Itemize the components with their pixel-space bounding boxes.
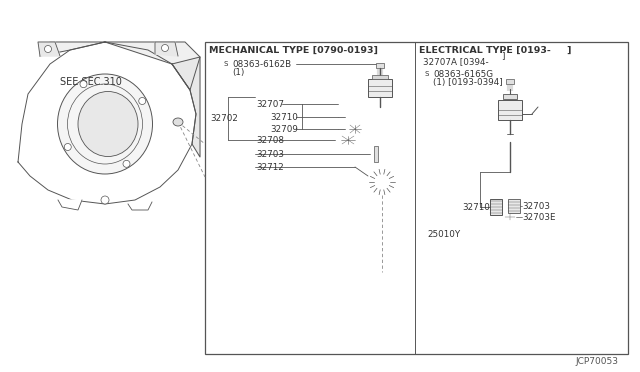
Text: ]: ] (501, 51, 504, 60)
Bar (490, 199, 502, 215)
Text: 32703: 32703 (256, 150, 284, 158)
Ellipse shape (58, 74, 152, 174)
Bar (508, 199, 520, 213)
Text: 32709: 32709 (270, 125, 298, 134)
Text: 32708: 32708 (256, 135, 284, 144)
Circle shape (45, 45, 51, 52)
Bar (205, 42, 628, 354)
Text: S: S (425, 71, 429, 77)
Bar (376, 63, 384, 68)
Circle shape (64, 144, 71, 151)
Text: 32703E: 32703E (522, 212, 556, 221)
Ellipse shape (345, 113, 365, 121)
Polygon shape (18, 42, 196, 204)
Text: 32707A [0394-: 32707A [0394- (423, 58, 488, 67)
Polygon shape (58, 200, 82, 210)
Ellipse shape (78, 92, 138, 157)
Bar (372, 75, 388, 79)
Text: ELECTRICAL TYPE [0193-     ]: ELECTRICAL TYPE [0193- ] (419, 45, 572, 55)
Text: JCP70053: JCP70053 (575, 357, 618, 366)
Text: (1) [0193-0394]: (1) [0193-0394] (433, 77, 503, 87)
Text: 32712: 32712 (256, 163, 284, 171)
Text: MECHANICAL TYPE [0790-0193]: MECHANICAL TYPE [0790-0193] (209, 45, 378, 55)
Circle shape (369, 169, 395, 195)
Bar (498, 100, 522, 120)
Ellipse shape (345, 125, 365, 133)
Polygon shape (40, 42, 200, 90)
Ellipse shape (503, 135, 517, 141)
Ellipse shape (504, 215, 516, 219)
Text: 08363-6162B: 08363-6162B (232, 60, 291, 68)
Text: 08363-6165G: 08363-6165G (433, 70, 493, 78)
Text: (1): (1) (232, 67, 244, 77)
Bar (506, 79, 514, 84)
Ellipse shape (491, 215, 501, 219)
Text: 32707: 32707 (256, 99, 284, 109)
Text: 32702: 32702 (210, 113, 238, 122)
Circle shape (139, 97, 146, 105)
Circle shape (80, 81, 87, 88)
Text: 32703: 32703 (522, 202, 550, 211)
Text: S: S (224, 61, 228, 67)
Text: 32710: 32710 (270, 112, 298, 122)
Circle shape (101, 196, 109, 204)
Polygon shape (172, 57, 200, 157)
Bar (374, 146, 378, 162)
Bar (503, 94, 517, 99)
Ellipse shape (338, 137, 358, 144)
Circle shape (123, 160, 130, 167)
Bar (368, 79, 392, 97)
Circle shape (379, 179, 385, 185)
Circle shape (161, 45, 168, 51)
Polygon shape (128, 202, 152, 210)
Polygon shape (155, 42, 178, 56)
Ellipse shape (173, 118, 183, 126)
Polygon shape (38, 42, 60, 56)
Text: SEE SEC.310: SEE SEC.310 (60, 77, 122, 87)
Text: 25010Y: 25010Y (427, 230, 460, 238)
Text: 32710: 32710 (462, 202, 490, 212)
